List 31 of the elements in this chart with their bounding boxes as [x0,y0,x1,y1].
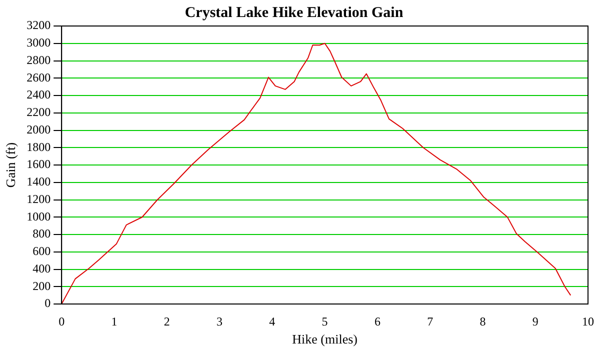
x-tick-label: 3 [216,314,223,328]
y-tick-label: 0 [44,296,51,310]
x-tick-label: 10 [582,314,594,328]
y-tick-label: 800 [32,226,51,241]
y-axis-title: Gain (ft) [3,142,18,188]
y-tick-label: 3000 [26,36,51,50]
x-tick-label: 7 [427,314,434,328]
y-tick-label: 1600 [26,157,51,172]
y-tick-label: 600 [32,244,51,258]
y-tick-label: 400 [32,261,51,276]
y-tick-label: 2200 [26,105,51,120]
x-tick-label: 6 [374,314,380,328]
y-tick-label: 1200 [26,192,51,206]
x-axis-title: Hike (miles) [292,332,358,347]
y-tick-label: 2800 [26,52,51,67]
x-tick-label: 1 [111,314,118,328]
y-tick-label: 1000 [26,209,51,224]
y-tick-label: 2000 [26,122,51,136]
x-tick-label: 8 [480,314,486,328]
y-tick-label: 2400 [26,88,51,102]
x-tick-label: 4 [269,314,276,328]
y-tick-label: 1800 [26,140,51,154]
y-tick-label: 2600 [26,70,51,84]
y-tick-label: 1400 [26,174,51,189]
chart-title: Crystal Lake Hike Elevation Gain [184,4,404,21]
x-tick-label: 9 [532,314,538,328]
x-tick-label: 5 [322,314,328,328]
x-tick-label: 0 [58,314,65,328]
y-tick-label: 3200 [26,18,51,32]
x-tick-label: 2 [164,314,170,328]
y-tick-label: 200 [32,278,51,293]
